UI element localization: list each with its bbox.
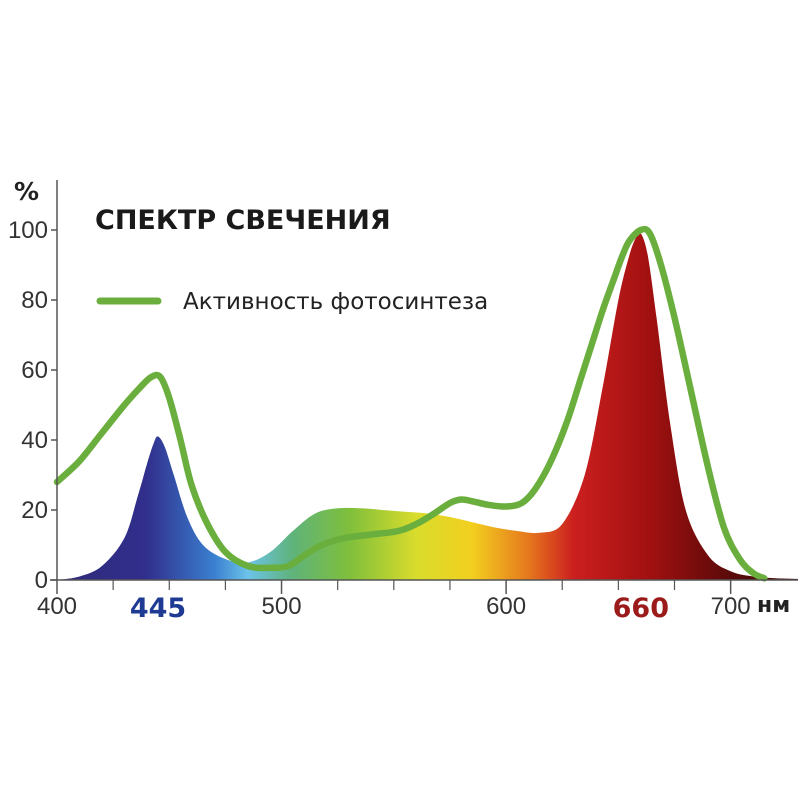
chart-title: СПЕКТР СВЕЧЕНИЯ bbox=[95, 205, 391, 236]
y-ticks: 0 20 40 60 80 100 bbox=[8, 217, 57, 594]
x-axis-unit: нм bbox=[757, 593, 790, 618]
photosynthesis-line bbox=[53, 225, 768, 582]
peak-labels: 445 660 bbox=[130, 593, 669, 624]
y-tick-label: 100 bbox=[8, 217, 48, 244]
legend: Активность фотосинтеза bbox=[96, 289, 488, 315]
y-tick-label: 60 bbox=[21, 357, 48, 384]
y-axis-unit: % bbox=[14, 177, 39, 206]
x-tick-label: 600 bbox=[486, 593, 526, 620]
x-tick-label: 500 bbox=[262, 593, 302, 620]
legend-label: Активность фотосинтеза bbox=[183, 289, 488, 315]
x-tick-label: 400 bbox=[37, 593, 77, 620]
y-tick-label: 0 bbox=[35, 567, 48, 594]
peak-label-660: 660 bbox=[613, 593, 669, 624]
y-tick-label: 40 bbox=[21, 427, 48, 454]
y-tick-label: 80 bbox=[21, 287, 48, 314]
spectrum-area bbox=[57, 232, 798, 580]
peak-label-445: 445 bbox=[130, 593, 186, 624]
y-tick-label: 20 bbox=[21, 497, 48, 524]
x-tick-label: 700 bbox=[711, 593, 751, 620]
x-ticks: 400 500 600 700 bbox=[37, 580, 751, 620]
